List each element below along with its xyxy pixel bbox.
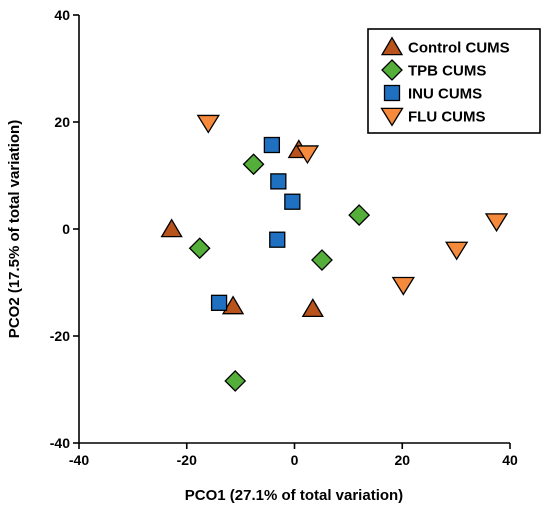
data-point-flu-cums <box>391 276 415 296</box>
data-point-control-cums <box>221 295 245 315</box>
data-point-tpb-cums <box>224 370 247 392</box>
legend-label-inu-cums: INU CUMS <box>408 86 482 103</box>
data-point-tpb-cums <box>242 153 265 176</box>
legend-label-control-cums: Control CUMS <box>408 40 510 57</box>
data-point-flu-cums <box>484 213 509 233</box>
x-tick-label: 0 <box>291 452 299 468</box>
x-tick-label: -20 <box>177 452 197 468</box>
data-point-flu-cums <box>196 114 220 134</box>
y-tick-label: -40 <box>50 435 70 451</box>
legend-label-tpb-cums: TPB CUMS <box>408 63 486 80</box>
legend-marker-tpb-cums <box>381 59 403 81</box>
legend-label-flu-cums: FLU CUMS <box>408 109 486 126</box>
data-point-tpb-cums <box>311 249 333 271</box>
data-point-inu-cums <box>263 136 281 154</box>
data-point-inu-cums <box>270 173 287 190</box>
y-axis-title: PCO2 (17.5% of total variation) <box>6 120 23 338</box>
x-tick-label: -40 <box>69 452 89 468</box>
data-point-flu-cums <box>295 145 320 165</box>
y-tick-label: 20 <box>54 114 70 130</box>
legend-marker-inu-cums <box>383 84 401 102</box>
legend-marker-control-cums <box>380 36 404 56</box>
x-tick-label: 20 <box>394 452 410 468</box>
data-points <box>160 114 509 392</box>
data-point-inu-cums <box>269 231 286 248</box>
data-point-flu-cums <box>444 241 469 261</box>
x-axis-title: PCO1 (27.1% of total variation) <box>185 487 403 504</box>
legend-marker-flu-cums <box>380 107 404 127</box>
y-tick-label: 40 <box>54 7 70 23</box>
data-point-control-cums <box>301 298 324 318</box>
legend: Control CUMS TPB CUMS INU CUMS FLU CUMS <box>367 28 541 134</box>
data-point-control-cums <box>160 218 183 238</box>
y-tick-label: -20 <box>50 328 70 344</box>
data-point-tpb-cums <box>348 204 371 227</box>
x-tick-label: 40 <box>502 452 518 468</box>
data-point-inu-cums <box>284 193 301 210</box>
ticks: -40 -20 0 20 40 -40 -20 0 20 40 <box>50 7 518 468</box>
data-point-tpb-cums <box>188 237 211 260</box>
data-point-inu-cums <box>210 294 228 311</box>
y-tick-label: 0 <box>62 221 70 237</box>
